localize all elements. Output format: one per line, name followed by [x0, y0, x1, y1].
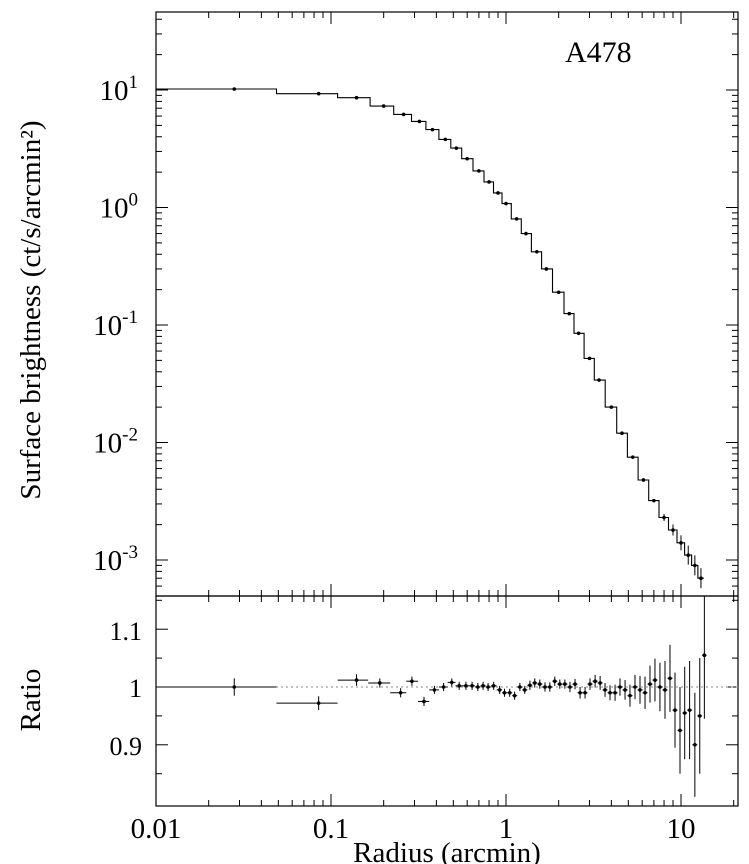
ratio-point: [593, 679, 597, 684]
cluster-label: A478: [565, 36, 632, 69]
ratio-point: [537, 682, 542, 686]
ratio-point: [613, 690, 617, 695]
x-tick-label: 0.1: [313, 813, 349, 845]
ratio-point: [512, 693, 517, 698]
ratio-point: [673, 708, 677, 712]
ratio-point: [491, 684, 496, 688]
ratio-point: [470, 684, 474, 688]
ratio-point: [653, 678, 657, 682]
ratio-point: [603, 688, 607, 692]
ratio-point: [518, 685, 522, 689]
ratio-point: [608, 690, 612, 695]
ratio-point: [475, 685, 480, 689]
ratio-point: [422, 699, 426, 704]
y-axis-title: Surface brightness (ct/s/arcmin²): [15, 120, 47, 499]
x-tick-label: 1: [499, 813, 514, 845]
lower-tick-marks: [155, 596, 738, 806]
ratio-point: [702, 653, 707, 658]
ratio-point: [568, 685, 572, 689]
ratio-point: [548, 685, 552, 689]
ratio-point: [449, 680, 454, 685]
ratio-point: [588, 682, 592, 686]
y-tick-label: 10-2: [93, 425, 138, 460]
ratio-point: [486, 685, 490, 689]
ratio-point: [693, 743, 697, 747]
ratio-tick-label: 0.9: [110, 732, 143, 761]
ratio-point: [638, 688, 642, 692]
lower-panel-frame: [155, 595, 739, 807]
ratio-point: [497, 688, 502, 692]
ratio-tick-label: 1.1: [110, 617, 143, 646]
ratio-point: [432, 688, 437, 692]
x-axis-title: Radius (arcmin): [353, 837, 541, 864]
y-tick-label: 101: [100, 72, 139, 107]
ratio-point: [678, 728, 682, 733]
ratio-point: [633, 685, 637, 689]
ratio-point: [648, 682, 652, 686]
ratio-point: [558, 682, 562, 686]
ratio-point: [543, 685, 547, 689]
ratio-point: [464, 684, 468, 688]
ratio-point: [628, 693, 632, 698]
ratio-point: [552, 679, 557, 684]
ratio-point: [507, 690, 512, 695]
ratio-point: [354, 678, 359, 682]
ratio-point: [377, 681, 382, 685]
y-tick-label: 100: [100, 190, 139, 225]
x-tick-labels: 0.01 0.1 1 10: [131, 813, 696, 845]
surface-brightness-series: [156, 87, 704, 589]
ratio-series: [156, 596, 707, 797]
ratio-point: [522, 688, 527, 692]
ratio-point: [528, 683, 532, 688]
ratio-point: [563, 682, 567, 686]
upper-panel-frame: [155, 11, 739, 597]
ratio-tick-label: 1: [129, 674, 142, 703]
ratio-point: [668, 676, 672, 681]
ratio-point: [598, 681, 602, 685]
y-tick-label: 10-3: [93, 542, 138, 577]
ratio-point: [583, 690, 587, 695]
ratio-point: [697, 714, 702, 718]
ratio-point: [410, 679, 414, 684]
upper-tick-marks: [155, 12, 738, 596]
y-tick-label: 10-1: [93, 307, 138, 342]
ratio-point: [316, 701, 321, 705]
model-step-line: [156, 88, 704, 579]
ratio-point: [232, 685, 237, 689]
ratio-point: [658, 685, 662, 689]
ratio-point: [573, 682, 577, 686]
ratio-point: [457, 684, 461, 688]
ratio-point: [663, 688, 667, 692]
ratio-point: [441, 685, 446, 689]
ratio-point: [481, 684, 485, 688]
upper-y-tick-labels: 101 100 10-1 10-2 10-3: [93, 72, 138, 577]
ratio-point: [623, 688, 627, 692]
ratio-point: [502, 690, 507, 695]
ratio-point: [578, 690, 582, 695]
ratio-point: [398, 690, 403, 695]
ratio-point: [682, 711, 687, 715]
lower-y-tick-labels: 1.1 1 0.9: [110, 617, 143, 761]
ratio-point: [618, 685, 622, 689]
ratio-point: [687, 708, 692, 712]
x-tick-label: 0.01: [131, 813, 182, 845]
ratio-point: [643, 690, 647, 695]
ratio-axis-title: Ratio: [15, 669, 47, 732]
ratio-point: [532, 681, 537, 685]
x-tick-label: 10: [667, 813, 696, 845]
